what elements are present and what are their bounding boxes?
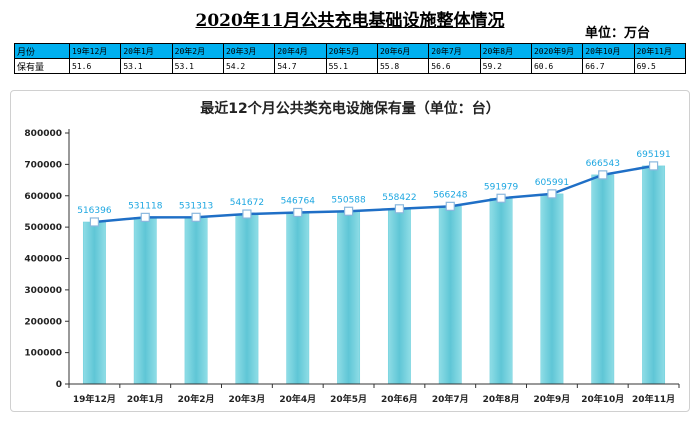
data-label: 558422 bbox=[382, 193, 416, 203]
data-label: 531313 bbox=[179, 201, 213, 211]
chart-panel: 最近12个月公共类充电设施保有量（单位：台） 0 100000 200000 3000… bbox=[10, 90, 690, 412]
x-tick-label: 20年9月 bbox=[534, 393, 571, 405]
x-tick-label: 20年7月 bbox=[432, 393, 469, 405]
summary-month-cell: 20年5月 bbox=[325, 43, 378, 59]
y-tick-label: 600000 bbox=[24, 192, 62, 202]
summary-value-cell: 54.2 bbox=[222, 58, 276, 74]
x-tick-label: 19年12月 bbox=[73, 393, 116, 405]
x-tick-label: 20年3月 bbox=[229, 393, 266, 405]
y-tick-label: 700000 bbox=[24, 160, 62, 170]
x-tick-label: 20年11月 bbox=[632, 393, 675, 405]
bar bbox=[184, 217, 208, 385]
summary-month-cell: 20年10月 bbox=[582, 43, 635, 59]
line-marker bbox=[496, 193, 506, 203]
bar bbox=[540, 193, 564, 385]
line-marker bbox=[598, 170, 608, 180]
summary-value-cell: 54.7 bbox=[274, 58, 327, 74]
summary-month-cell: 20年2月 bbox=[171, 43, 224, 59]
chart-title: 最近12个月公共类充电设施保有量（单位：台） bbox=[200, 100, 499, 117]
summary-value-cell: 56.6 bbox=[428, 58, 481, 74]
y-tick-label: 500000 bbox=[24, 223, 62, 233]
summary-month-cell: 19年12月 bbox=[68, 43, 122, 59]
summary-month-cell: 20年8月 bbox=[479, 43, 532, 59]
x-tick-label: 20年2月 bbox=[178, 393, 215, 405]
line-marker bbox=[293, 207, 303, 218]
bar bbox=[438, 206, 462, 385]
x-tick-label: 20年5月 bbox=[330, 393, 367, 405]
y-tick-label: 800000 bbox=[24, 129, 62, 139]
x-tick-label: 20年4月 bbox=[279, 393, 316, 405]
summary-month-cell: 20年3月 bbox=[222, 43, 276, 59]
data-label: 516396 bbox=[77, 206, 112, 216]
bar bbox=[489, 198, 513, 385]
summary-month-cell: 20年11月 bbox=[633, 43, 687, 59]
data-label: 531118 bbox=[128, 201, 163, 211]
line-marker bbox=[394, 204, 405, 214]
bar bbox=[642, 165, 666, 385]
data-label: 546764 bbox=[281, 196, 316, 206]
bar bbox=[133, 217, 157, 385]
series-line bbox=[94, 164, 654, 224]
bar bbox=[387, 208, 411, 385]
summary-value-cell: 55.8 bbox=[376, 58, 430, 74]
summary-header-row: 月份 19年12月 20年1月 20年2月 20年3月 20年4月 20年5月 20年6月 2… bbox=[14, 43, 687, 59]
summary-value-cell: 53.1 bbox=[120, 58, 173, 74]
x-tick-label: 20年8月 bbox=[483, 393, 520, 405]
summary-month-cell: 20年4月 bbox=[274, 43, 327, 59]
summary-value-cell: 51.6 bbox=[68, 58, 122, 74]
y-tick-label: 200000 bbox=[24, 317, 62, 327]
summary-value-cell: 66.7 bbox=[582, 58, 635, 74]
line-marker bbox=[242, 209, 252, 219]
line-marker bbox=[445, 201, 455, 211]
summary-month-cell: 2020年9月 bbox=[530, 43, 584, 59]
summary-month-cell: 20年1月 bbox=[120, 43, 173, 59]
y-tick-label: 100000 bbox=[24, 349, 62, 359]
data-label: 550588 bbox=[331, 195, 366, 205]
data-label: 591979 bbox=[484, 182, 519, 192]
line-marker bbox=[648, 161, 659, 171]
summary-month-cell: 20年6月 bbox=[376, 43, 430, 59]
y-tick-label: 300000 bbox=[24, 286, 62, 296]
page-title: 2020年11月公共充电基础设施整体情况 bbox=[195, 11, 505, 31]
bar bbox=[286, 212, 310, 385]
summary-month-cell: 20年7月 bbox=[428, 43, 481, 59]
line-marker bbox=[191, 212, 201, 222]
x-tick-label: 20年1月 bbox=[127, 393, 164, 405]
line-marker bbox=[547, 189, 557, 199]
bar-line-chart: 最近12个月公共类充电设施保有量（单位：台） 0 100000 200000 3000… bbox=[24, 100, 680, 405]
bar bbox=[591, 174, 615, 385]
x-tick-label: 20年10月 bbox=[581, 393, 624, 405]
summary-value-cell: 60.6 bbox=[530, 58, 584, 74]
data-label: 541672 bbox=[230, 198, 264, 208]
y-tick-label: 0 bbox=[56, 380, 62, 390]
summary-value-cell: 59.2 bbox=[479, 58, 532, 74]
summary-value-cell: 55.1 bbox=[325, 58, 378, 74]
line-marker bbox=[89, 217, 100, 227]
y-tick-label: 400000 bbox=[24, 255, 62, 265]
summary-value-cell: 69.5 bbox=[633, 58, 687, 74]
data-label: 695191 bbox=[636, 150, 670, 160]
data-label: 605991 bbox=[535, 178, 569, 188]
unit-label: 单位：万台 bbox=[585, 26, 651, 41]
summary-header-label: 月份 bbox=[14, 43, 70, 59]
summary-value-row: 保有量 51.6 53.1 53.1 54.2 54.7 55.1 55.8 56.6 59.2… bbox=[14, 58, 687, 74]
line-marker bbox=[140, 212, 150, 222]
summary-row-label: 保有量 bbox=[14, 58, 70, 74]
bar bbox=[82, 221, 106, 385]
data-label: 566248 bbox=[433, 190, 468, 200]
summary-value-cell: 53.1 bbox=[171, 58, 224, 74]
x-tick-label: 20年6月 bbox=[381, 393, 418, 405]
bar bbox=[235, 213, 259, 385]
summary-table: 月份 19年12月 20年1月 20年2月 20年3月 20年4月 20年5月 20年6月 2… bbox=[14, 43, 687, 74]
line-marker bbox=[343, 206, 354, 216]
data-label: 666543 bbox=[586, 159, 620, 169]
bar bbox=[337, 211, 361, 385]
